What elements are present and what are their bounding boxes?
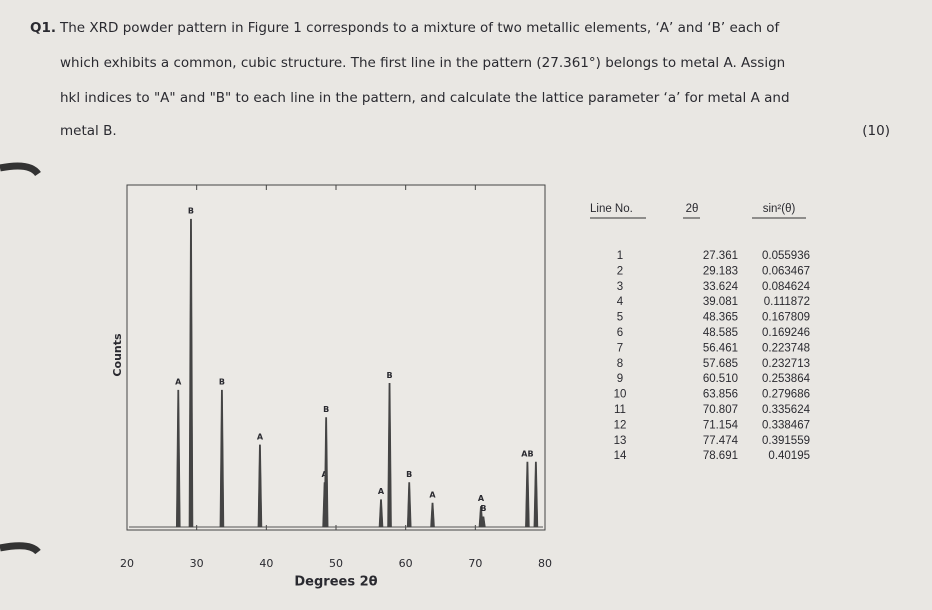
table-cell: 0.253864 (762, 373, 811, 385)
question-marks: (10) (862, 123, 890, 139)
peak (387, 383, 392, 528)
x-tick-label: 30 (190, 557, 204, 570)
peak (175, 389, 181, 528)
question-line: metal B. (60, 123, 117, 139)
peak (533, 461, 539, 528)
y-axis-label: Counts (111, 333, 124, 377)
table-cell: 0.167809 (762, 312, 810, 324)
peak-label: B (323, 405, 329, 414)
x-axis-label: Degrees 2θ (294, 575, 377, 590)
x-tick-label: 20 (120, 557, 134, 570)
question-number: Q1. (30, 20, 56, 36)
table-cell: 0.335624 (762, 404, 811, 416)
peak (430, 502, 435, 528)
plot-frame (126, 184, 546, 531)
table-cell: 78.691 (703, 450, 738, 462)
peak-label: AB (521, 450, 533, 459)
peak (188, 218, 194, 528)
table-cell: 57.685 (703, 358, 738, 370)
peak-label: A (478, 494, 485, 503)
table-cell: 48.365 (703, 312, 738, 324)
table-cell: 39.081 (703, 296, 738, 308)
x-tick-label: 60 (399, 557, 413, 570)
table-cell: 0.169246 (762, 327, 810, 339)
table-cell: 3 (617, 281, 623, 293)
x-tick-label: 70 (468, 557, 482, 570)
peak-label: A (175, 378, 182, 387)
table-cell: 63.856 (703, 389, 738, 401)
peak-label: B (219, 378, 225, 387)
peak-label: B (386, 371, 392, 380)
table-cell: 0.391559 (762, 435, 810, 447)
table-cell: 12 (614, 419, 627, 431)
table-cell: 14 (614, 450, 627, 462)
table-cell: 2 (617, 265, 623, 277)
ring (0, 162, 41, 177)
binding (0, 162, 41, 555)
table-cell: 70.807 (703, 404, 738, 416)
table-cell: 0.063467 (762, 265, 810, 277)
peak (481, 516, 486, 528)
table-cell: 4 (617, 296, 624, 308)
table-cell: 7 (617, 342, 623, 354)
x-tick-label: 80 (538, 557, 552, 570)
table-cell: 11 (614, 404, 626, 416)
peak (257, 444, 263, 528)
table-cell: 1 (617, 250, 623, 262)
table-header: 2θ (686, 203, 699, 215)
x-tick-label: 50 (329, 557, 343, 570)
table-cell: 0.279686 (762, 389, 810, 401)
peak-label: A (257, 432, 264, 441)
peak (378, 499, 384, 528)
ring (0, 542, 41, 555)
peak-label: B (188, 207, 194, 216)
table-cell: 9 (617, 373, 623, 385)
table-cell: 33.624 (703, 281, 739, 293)
table-cell: 48.585 (703, 327, 738, 339)
question-line: The XRD powder pattern in Figure 1 corre… (59, 20, 781, 36)
table-cell: 8 (617, 358, 623, 370)
question-line: hkl indices to "A" and "B" to each line … (60, 90, 790, 106)
peak (525, 461, 530, 528)
table-cell: 27.361 (703, 250, 738, 262)
peak (219, 389, 225, 528)
peak (323, 417, 329, 528)
table-cell: 13 (614, 435, 627, 447)
table-header: sin²(θ) (763, 203, 796, 215)
table-cell: 6 (617, 327, 623, 339)
question-line: which exhibits a common, cubic structure… (60, 55, 785, 71)
table-cell: 0.223748 (762, 342, 810, 354)
table-cell: 0.338467 (762, 419, 810, 431)
table-cell: 29.183 (703, 265, 738, 277)
table-cell: 71.154 (703, 419, 739, 431)
peak-label: B (480, 504, 486, 513)
x-tick-label: 40 (259, 557, 273, 570)
peak-label: B (406, 470, 412, 479)
table-cell: 5 (617, 312, 623, 324)
table-cell: 0.40195 (768, 450, 810, 462)
table-cell: 0.084624 (762, 281, 811, 293)
peak (406, 482, 412, 528)
table-cell: 60.510 (703, 373, 738, 385)
peak-label: A (378, 487, 385, 496)
table-cell: 0.111872 (764, 296, 810, 308)
table-cell: 0.232713 (762, 358, 810, 370)
table-header: Line No. (590, 203, 633, 215)
table-cell: 56.461 (703, 342, 738, 354)
peak-label: A (429, 491, 436, 500)
table-cell: 10 (614, 389, 627, 401)
table-cell: 77.474 (703, 435, 739, 447)
table-cell: 0.055936 (762, 250, 810, 262)
